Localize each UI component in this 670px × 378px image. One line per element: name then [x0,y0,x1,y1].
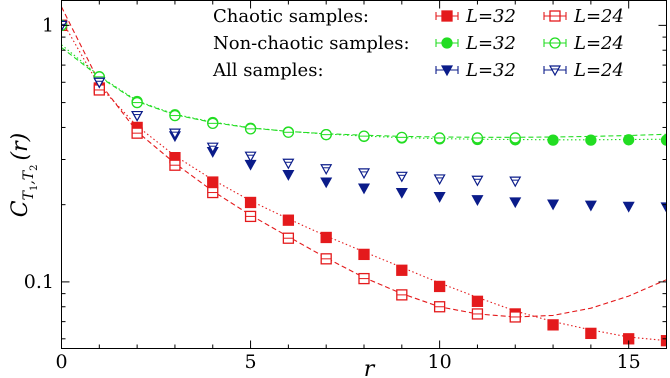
data-point [93,77,106,89]
data-point [433,174,446,186]
legend-item-label: L=24 [573,6,624,27]
data-point [509,176,522,188]
data-point [622,201,635,213]
svg-text:CT1,T2(r): CT1,T2(r) [8,133,40,217]
data-point [207,176,219,188]
data-point [282,214,295,226]
data-markers [61,19,667,347]
data-point [509,197,522,209]
data-point [585,327,597,340]
data-point [282,169,295,181]
x-tick-label: 5 [245,351,257,373]
x-axis-title: r [364,357,376,378]
data-point [471,175,484,187]
data-point [244,151,257,163]
legend: Chaotic samples: L=32 L=24 Non-chaotic samp… [212,6,624,81]
legend-row-label: All samples: [212,60,324,81]
x-tick-label: 10 [428,351,452,373]
data-point [584,200,597,212]
legend-marker [440,65,454,77]
data-point [131,110,144,122]
x-tick-label: 0 [55,351,67,373]
legend-marker [441,10,453,22]
y-tick-label: 1 [42,14,54,36]
data-point [357,183,371,195]
x-tick-label: 15 [617,351,641,373]
data-point [282,158,295,170]
legend-item-label: L=32 [465,33,516,54]
data-point [396,264,408,276]
data-point [433,280,446,293]
legend-item-label: L=24 [573,60,624,81]
data-point [660,335,667,347]
data-point [320,177,333,189]
data-point [471,295,484,307]
data-point [206,142,219,154]
data-point [547,199,560,211]
data-point [395,171,408,183]
data-point [168,128,181,140]
data-point [358,248,370,261]
legend-marker [548,65,562,77]
data-point [547,319,559,331]
y-tick-label: 0.1 [24,271,54,293]
data-point [660,202,667,214]
legend-row-label: Non-chaotic samples: [213,33,410,54]
legend-marker [441,37,453,49]
data-point [357,168,371,180]
data-point [320,231,332,244]
data-point [433,192,446,203]
legend-item-label: L=24 [573,33,624,54]
data-point [320,164,333,176]
plot-frame [61,0,667,349]
data-point [585,134,597,146]
data-point [471,195,484,207]
y-axis-title: CT1,T2(r) [8,133,40,217]
data-point [660,134,667,146]
data-point [395,187,408,199]
data-point [547,134,559,146]
legend-item-label: L=32 [465,6,516,27]
legend-item-label: L=32 [465,60,516,81]
data-point [623,134,635,146]
legend-row-label: Chaotic samples: [213,6,369,27]
data-point [244,196,257,209]
axes: 0 5 10 15 0.1 1 [24,0,667,373]
